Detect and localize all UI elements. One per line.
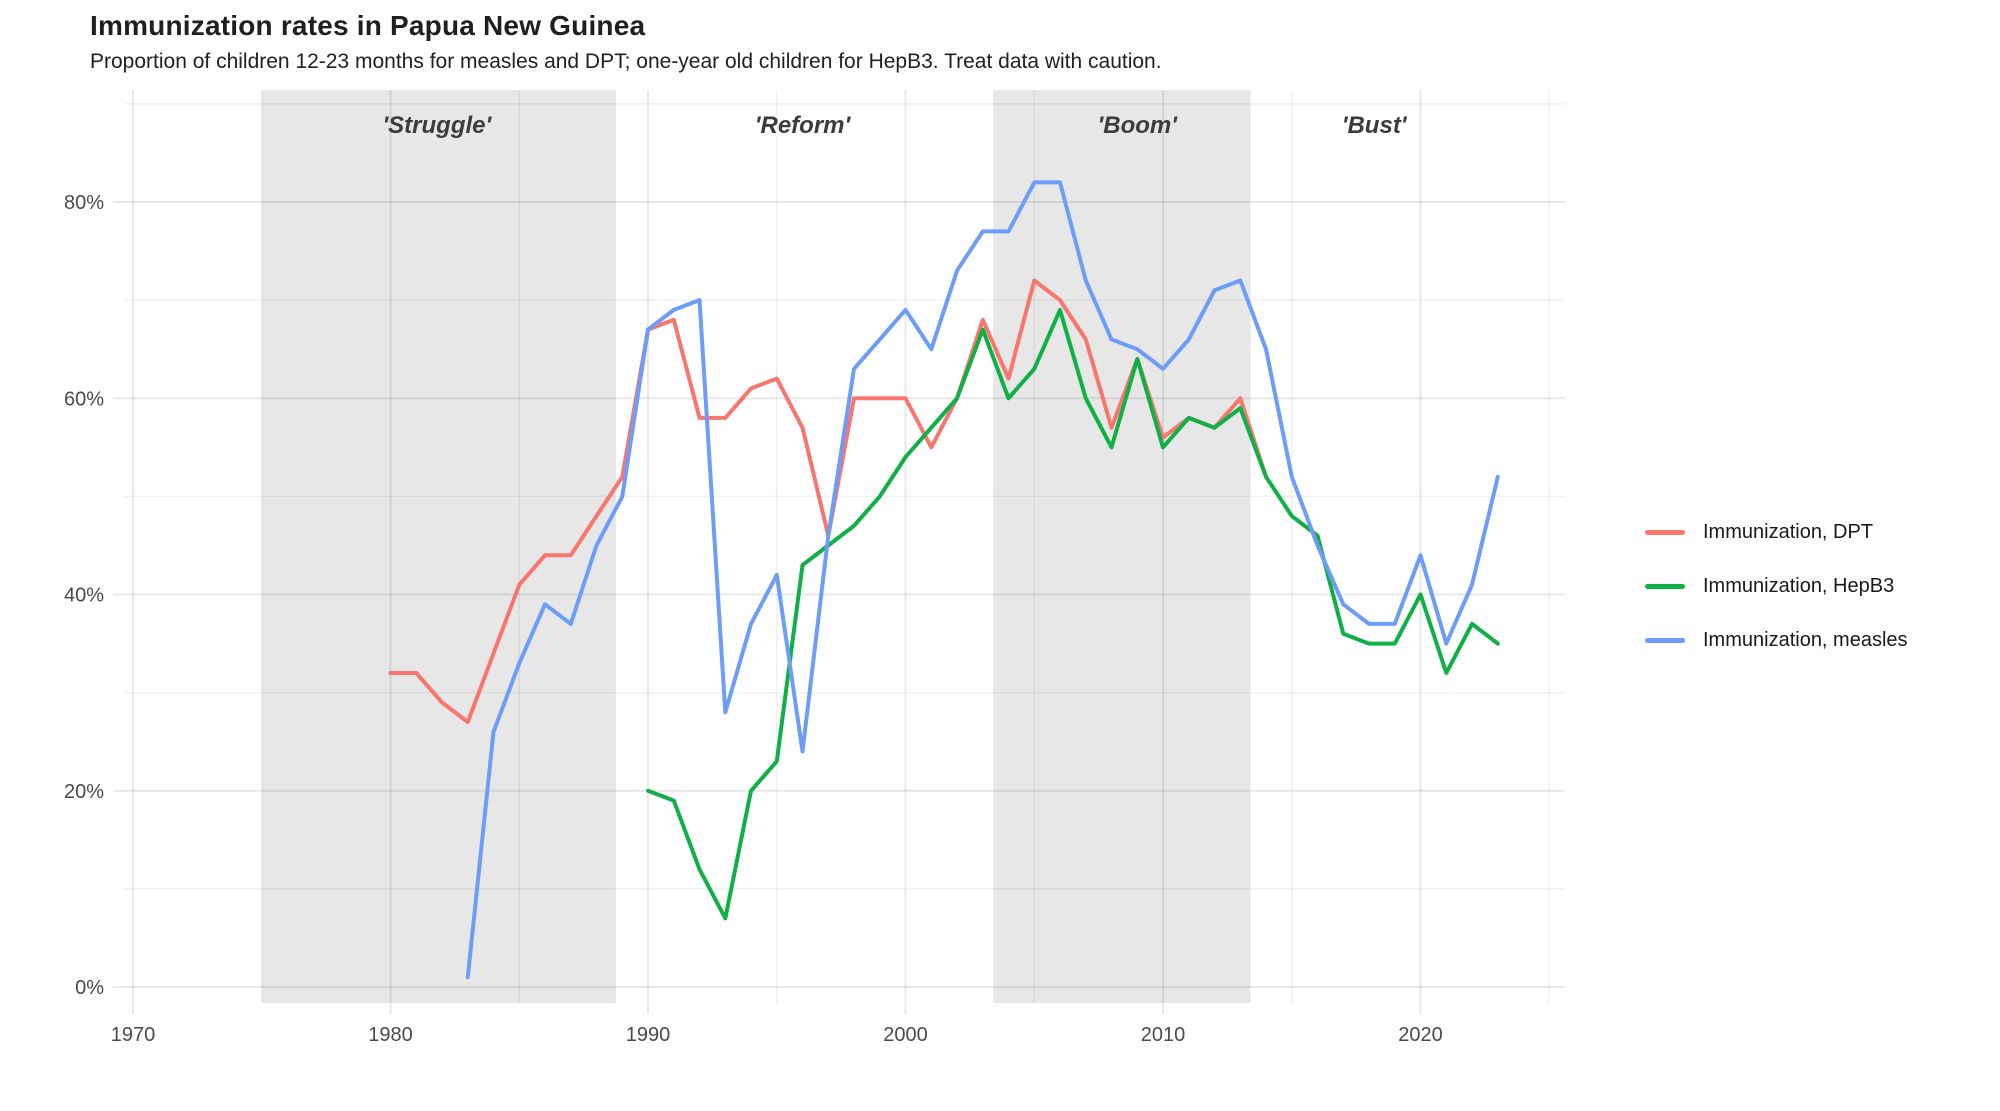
line-measles: [465, 180, 1500, 980]
era-label-reform: 'Reform': [755, 112, 852, 139]
x-tick-label: 2000: [883, 1024, 928, 1046]
era-labels: 'Struggle' 'Reform' 'Boom' 'Bust': [382, 112, 1407, 139]
era-label-bust: 'Bust': [1342, 112, 1408, 139]
y-tick-label: 60%: [64, 388, 104, 410]
x-tick-label: 1970: [111, 1024, 156, 1046]
axis-ticks: [113, 201, 1422, 1014]
era-band-struggle: [261, 90, 616, 1003]
legend-item-measles: Immunization, measles: [1645, 629, 1908, 652]
era-label-boom: 'Boom': [1098, 112, 1179, 139]
legend-swatch-measles: [1645, 638, 1685, 643]
legend-item-hepb3: Immunization, HepB3: [1645, 575, 1908, 598]
gridlines: [124, 90, 1565, 1003]
x-tick-label: 2010: [1141, 1024, 1186, 1046]
legend-swatch-dpt: [1645, 530, 1685, 535]
y-tick-label: 40%: [64, 585, 104, 607]
x-tick-label: 2020: [1398, 1024, 1443, 1046]
axis-labels: 0% 20% 40% 60% 80% 1970 1980 1990 2000 2010 2020: [64, 192, 1443, 1046]
chart-legend: Immunization, DPT Immunization, HepB3 Immu…: [1645, 521, 1908, 683]
legend-label-measles: Immunization, measles: [1703, 629, 1908, 651]
era-bands: [261, 90, 1251, 1003]
chart-title: Immunization rates in Papua New Guinea: [90, 10, 646, 41]
legend-item-dpt: Immunization, DPT: [1645, 521, 1908, 544]
chart-subtitle: Proportion of children 12-23 months for …: [90, 50, 1162, 73]
era-label-struggle: 'Struggle': [382, 112, 492, 139]
x-tick-label: 1980: [368, 1024, 413, 1046]
data-series: [388, 180, 1500, 980]
legend-label-hepb3: Immunization, HepB3: [1703, 575, 1895, 597]
y-tick-label: 0%: [75, 977, 104, 999]
y-tick-label: 20%: [64, 781, 104, 803]
x-tick-label: 1990: [626, 1024, 671, 1046]
era-band-boom: [993, 90, 1251, 1003]
legend-swatch-hepb3: [1645, 584, 1685, 589]
y-tick-label: 80%: [64, 192, 104, 214]
legend-label-dpt: Immunization, DPT: [1703, 521, 1874, 543]
